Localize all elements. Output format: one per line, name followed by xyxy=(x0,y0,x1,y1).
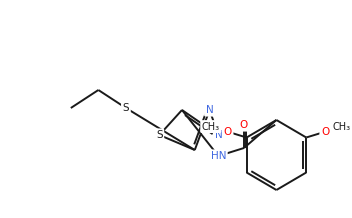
Text: HN: HN xyxy=(210,151,226,161)
Text: O: O xyxy=(240,120,248,130)
Text: O: O xyxy=(321,127,329,137)
Text: S: S xyxy=(122,103,129,113)
Text: S: S xyxy=(156,130,163,140)
Text: N: N xyxy=(214,130,222,140)
Text: CH₃: CH₃ xyxy=(202,122,220,132)
Text: N: N xyxy=(206,105,213,115)
Text: CH₃: CH₃ xyxy=(333,122,351,132)
Text: O: O xyxy=(224,127,232,137)
